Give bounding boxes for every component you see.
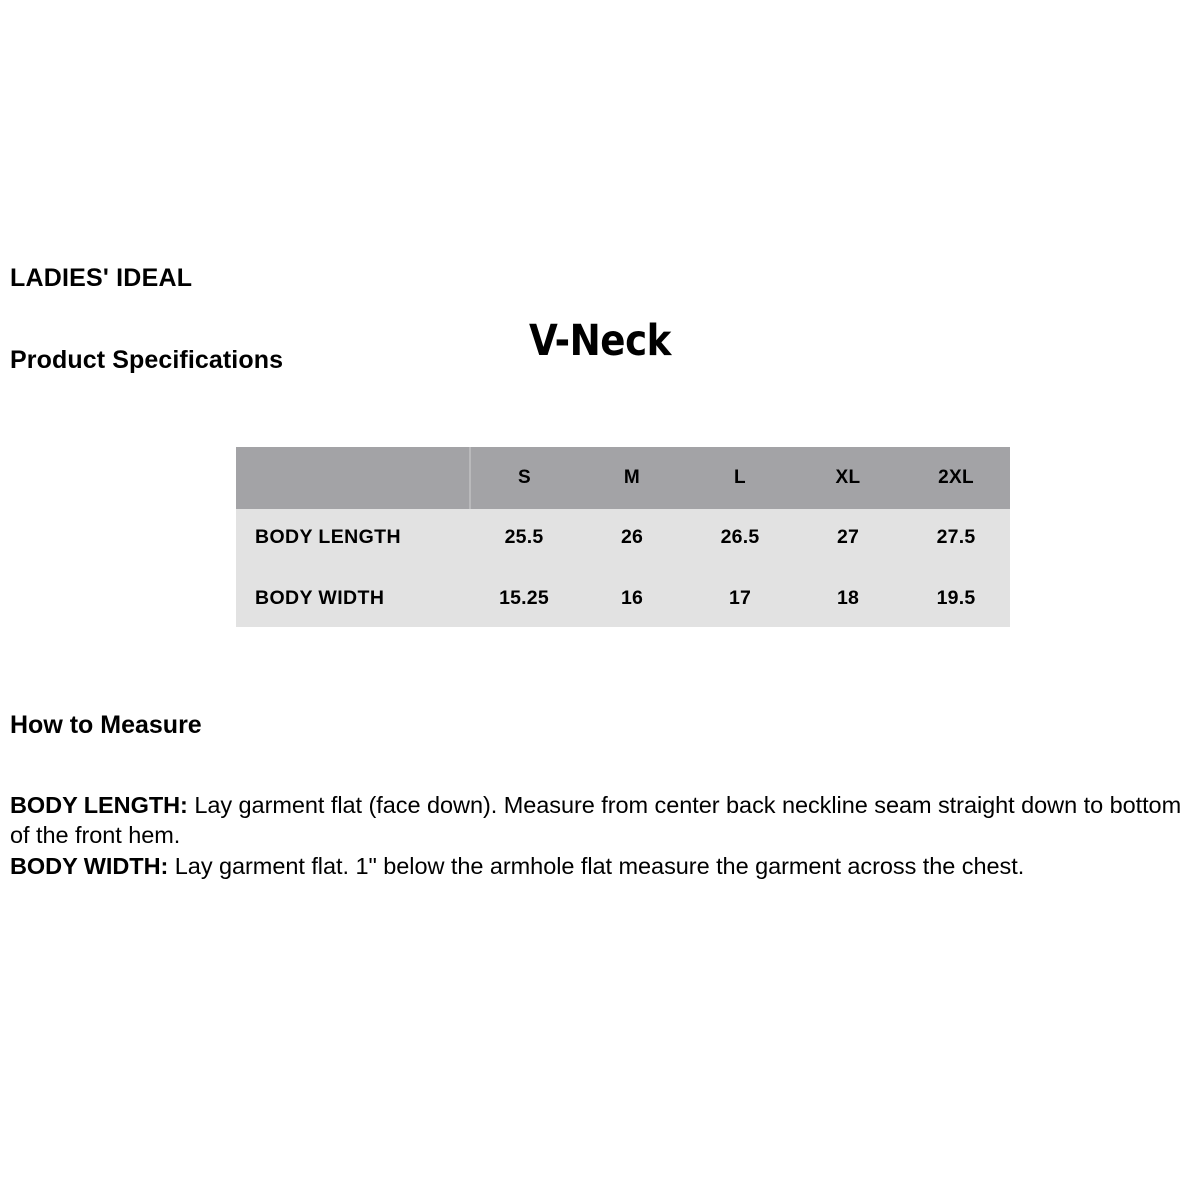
spacer-cell [236, 566, 470, 570]
measure-text-body-width: Lay garment flat. 1" below the armhole f… [168, 853, 1025, 879]
product-specifications-title: Product Specifications [10, 346, 284, 374]
cell-body-length-xl: 27 [794, 509, 902, 566]
cell-body-width-xl: 18 [794, 570, 902, 627]
cell-body-width-2xl: 19.5 [902, 570, 1010, 627]
cell-body-width-m: 16 [578, 570, 686, 627]
table-header-size-m: M [578, 447, 686, 509]
cell-body-length-s: 25.5 [470, 509, 578, 566]
spacer-cell [578, 566, 686, 570]
table-header-row: S M L XL 2XL [236, 447, 1010, 509]
spacer-cell [470, 566, 578, 570]
table-header-size-s: S [470, 447, 578, 509]
table-row: BODY LENGTH 25.5 26 26.5 27 27.5 [236, 509, 1010, 566]
table-header-size-l: L [686, 447, 794, 509]
spacer-cell [902, 566, 1010, 570]
spacer-cell [686, 566, 794, 570]
row-label-body-length: BODY LENGTH [236, 509, 470, 566]
product-specifications-table: S M L XL 2XL BODY LENGTH 25.5 26 26.5 27… [236, 447, 1010, 627]
measure-paragraph-body-length: BODY LENGTH: Lay garment flat (face down… [10, 790, 1192, 850]
cell-body-length-l: 26.5 [686, 509, 794, 566]
table-row-spacer [236, 566, 1010, 570]
measure-label-body-width: BODY WIDTH: [10, 853, 169, 879]
measure-paragraph-body-width: BODY WIDTH: Lay garment flat. 1" below t… [10, 851, 1192, 881]
table-header-size-xl: XL [794, 447, 902, 509]
row-label-body-width: BODY WIDTH [236, 570, 470, 627]
cell-body-length-m: 26 [578, 509, 686, 566]
cell-body-width-s: 15.25 [470, 570, 578, 627]
spacer-cell [794, 566, 902, 570]
table-row: BODY WIDTH 15.25 16 17 18 19.5 [236, 570, 1010, 627]
brand-title: LADIES' IDEAL [10, 264, 193, 292]
cell-body-width-l: 17 [686, 570, 794, 627]
how-to-measure-body: BODY LENGTH: Lay garment flat (face down… [10, 790, 1192, 882]
table-header-measurement [236, 447, 471, 509]
garment-name-title: V-Neck [529, 316, 671, 366]
cell-body-length-2xl: 27.5 [902, 509, 1010, 566]
measure-text-body-length: Lay garment flat (face down). Measure fr… [10, 792, 1182, 848]
table-header-size-2xl: 2XL [902, 447, 1010, 509]
how-to-measure-heading: How to Measure [10, 711, 202, 739]
measure-label-body-length: BODY LENGTH: [10, 792, 188, 818]
